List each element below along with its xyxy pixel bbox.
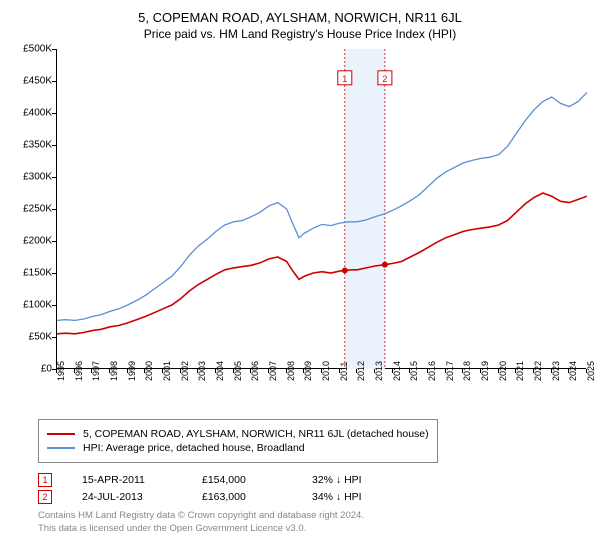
x-axis-label: 1996	[74, 361, 84, 381]
sale-marker-box: 1	[38, 473, 52, 487]
footer-attribution: Contains HM Land Registry data © Crown c…	[38, 510, 592, 536]
legend-item: 5, COPEMAN ROAD, AYLSHAM, NORWICH, NR11 …	[47, 428, 429, 440]
x-axis-label: 2015	[409, 361, 419, 381]
x-axis-label: 2009	[303, 361, 313, 381]
x-axis-label: 1999	[127, 361, 137, 381]
svg-text:1: 1	[342, 74, 347, 84]
legend-label: HPI: Average price, detached house, Broa…	[83, 442, 305, 454]
y-axis-label: £50K	[29, 332, 52, 343]
sale-vs-hpi: 32% ↓ HPI	[312, 474, 362, 486]
legend: 5, COPEMAN ROAD, AYLSHAM, NORWICH, NR11 …	[38, 419, 438, 463]
sale-row: 2 24-JUL-2013 £163,000 34% ↓ HPI	[38, 490, 592, 504]
x-axis-label: 2006	[250, 361, 260, 381]
footer-line-2: This data is licensed under the Open Gov…	[38, 523, 592, 536]
x-axis-label: 2022	[533, 361, 543, 381]
legend-swatch	[47, 447, 75, 449]
plot-area: 12	[56, 49, 586, 369]
x-axis-label: 2012	[356, 361, 366, 381]
x-axis-label: 2021	[515, 361, 525, 381]
x-axis-label: 2023	[551, 361, 561, 381]
x-axis-label: 2010	[321, 361, 331, 381]
x-axis-label: 2016	[427, 361, 437, 381]
y-axis-label: £100K	[23, 300, 52, 311]
x-axis-label: 2025	[586, 361, 596, 381]
x-axis-label: 2007	[268, 361, 278, 381]
x-axis-label: 2020	[498, 361, 508, 381]
legend-swatch	[47, 433, 75, 435]
sale-row: 1 15-APR-2011 £154,000 32% ↓ HPI	[38, 473, 592, 487]
x-axis-label: 2018	[462, 361, 472, 381]
x-axis-label: 2005	[233, 361, 243, 381]
legend-label: 5, COPEMAN ROAD, AYLSHAM, NORWICH, NR11 …	[83, 428, 429, 440]
y-axis-label: £150K	[23, 268, 52, 279]
y-axis-label: £250K	[23, 204, 52, 215]
x-axis-label: 1998	[109, 361, 119, 381]
sale-vs-hpi: 34% ↓ HPI	[312, 491, 362, 503]
y-axis-label: £500K	[23, 44, 52, 55]
sale-price: £163,000	[202, 491, 282, 503]
footer-line-1: Contains HM Land Registry data © Crown c…	[38, 510, 592, 523]
x-axis-label: 2014	[392, 361, 402, 381]
x-axis-label: 2011	[339, 362, 349, 381]
x-axis-label: 2017	[445, 361, 455, 381]
page-subtitle: Price paid vs. HM Land Registry's House …	[8, 27, 592, 41]
x-axis-label: 2003	[197, 361, 207, 381]
legend-item: HPI: Average price, detached house, Broa…	[47, 442, 429, 454]
x-axis-label: 2002	[180, 361, 190, 381]
y-axis-label: £0	[41, 364, 52, 375]
y-axis-label: £450K	[23, 76, 52, 87]
svg-text:2: 2	[382, 74, 387, 84]
y-axis-label: £400K	[23, 108, 52, 119]
x-axis-label: 2019	[480, 361, 490, 381]
y-axis-label: £300K	[23, 172, 52, 183]
x-axis-label: 1995	[56, 361, 66, 381]
y-axis-label: £350K	[23, 140, 52, 151]
sale-date: 24-JUL-2013	[82, 491, 172, 503]
y-axis-label: £200K	[23, 236, 52, 247]
sale-marker-box: 2	[38, 490, 52, 504]
x-axis-label: 2008	[286, 361, 296, 381]
x-axis-label: 2013	[374, 361, 384, 381]
price-chart: 12 £0£50K£100K£150K£200K£250K£300K£350K£…	[8, 49, 592, 409]
sales-table: 1 15-APR-2011 £154,000 32% ↓ HPI 2 24-JUL-201…	[38, 473, 592, 504]
x-axis-label: 2000	[144, 361, 154, 381]
x-axis-label: 1997	[91, 361, 101, 381]
sale-price: £154,000	[202, 474, 282, 486]
x-axis-label: 2001	[162, 361, 172, 381]
sale-date: 15-APR-2011	[82, 474, 172, 486]
x-axis-label: 2004	[215, 361, 225, 381]
x-axis-label: 2024	[568, 361, 578, 381]
page-title: 5, COPEMAN ROAD, AYLSHAM, NORWICH, NR11 …	[8, 10, 592, 25]
